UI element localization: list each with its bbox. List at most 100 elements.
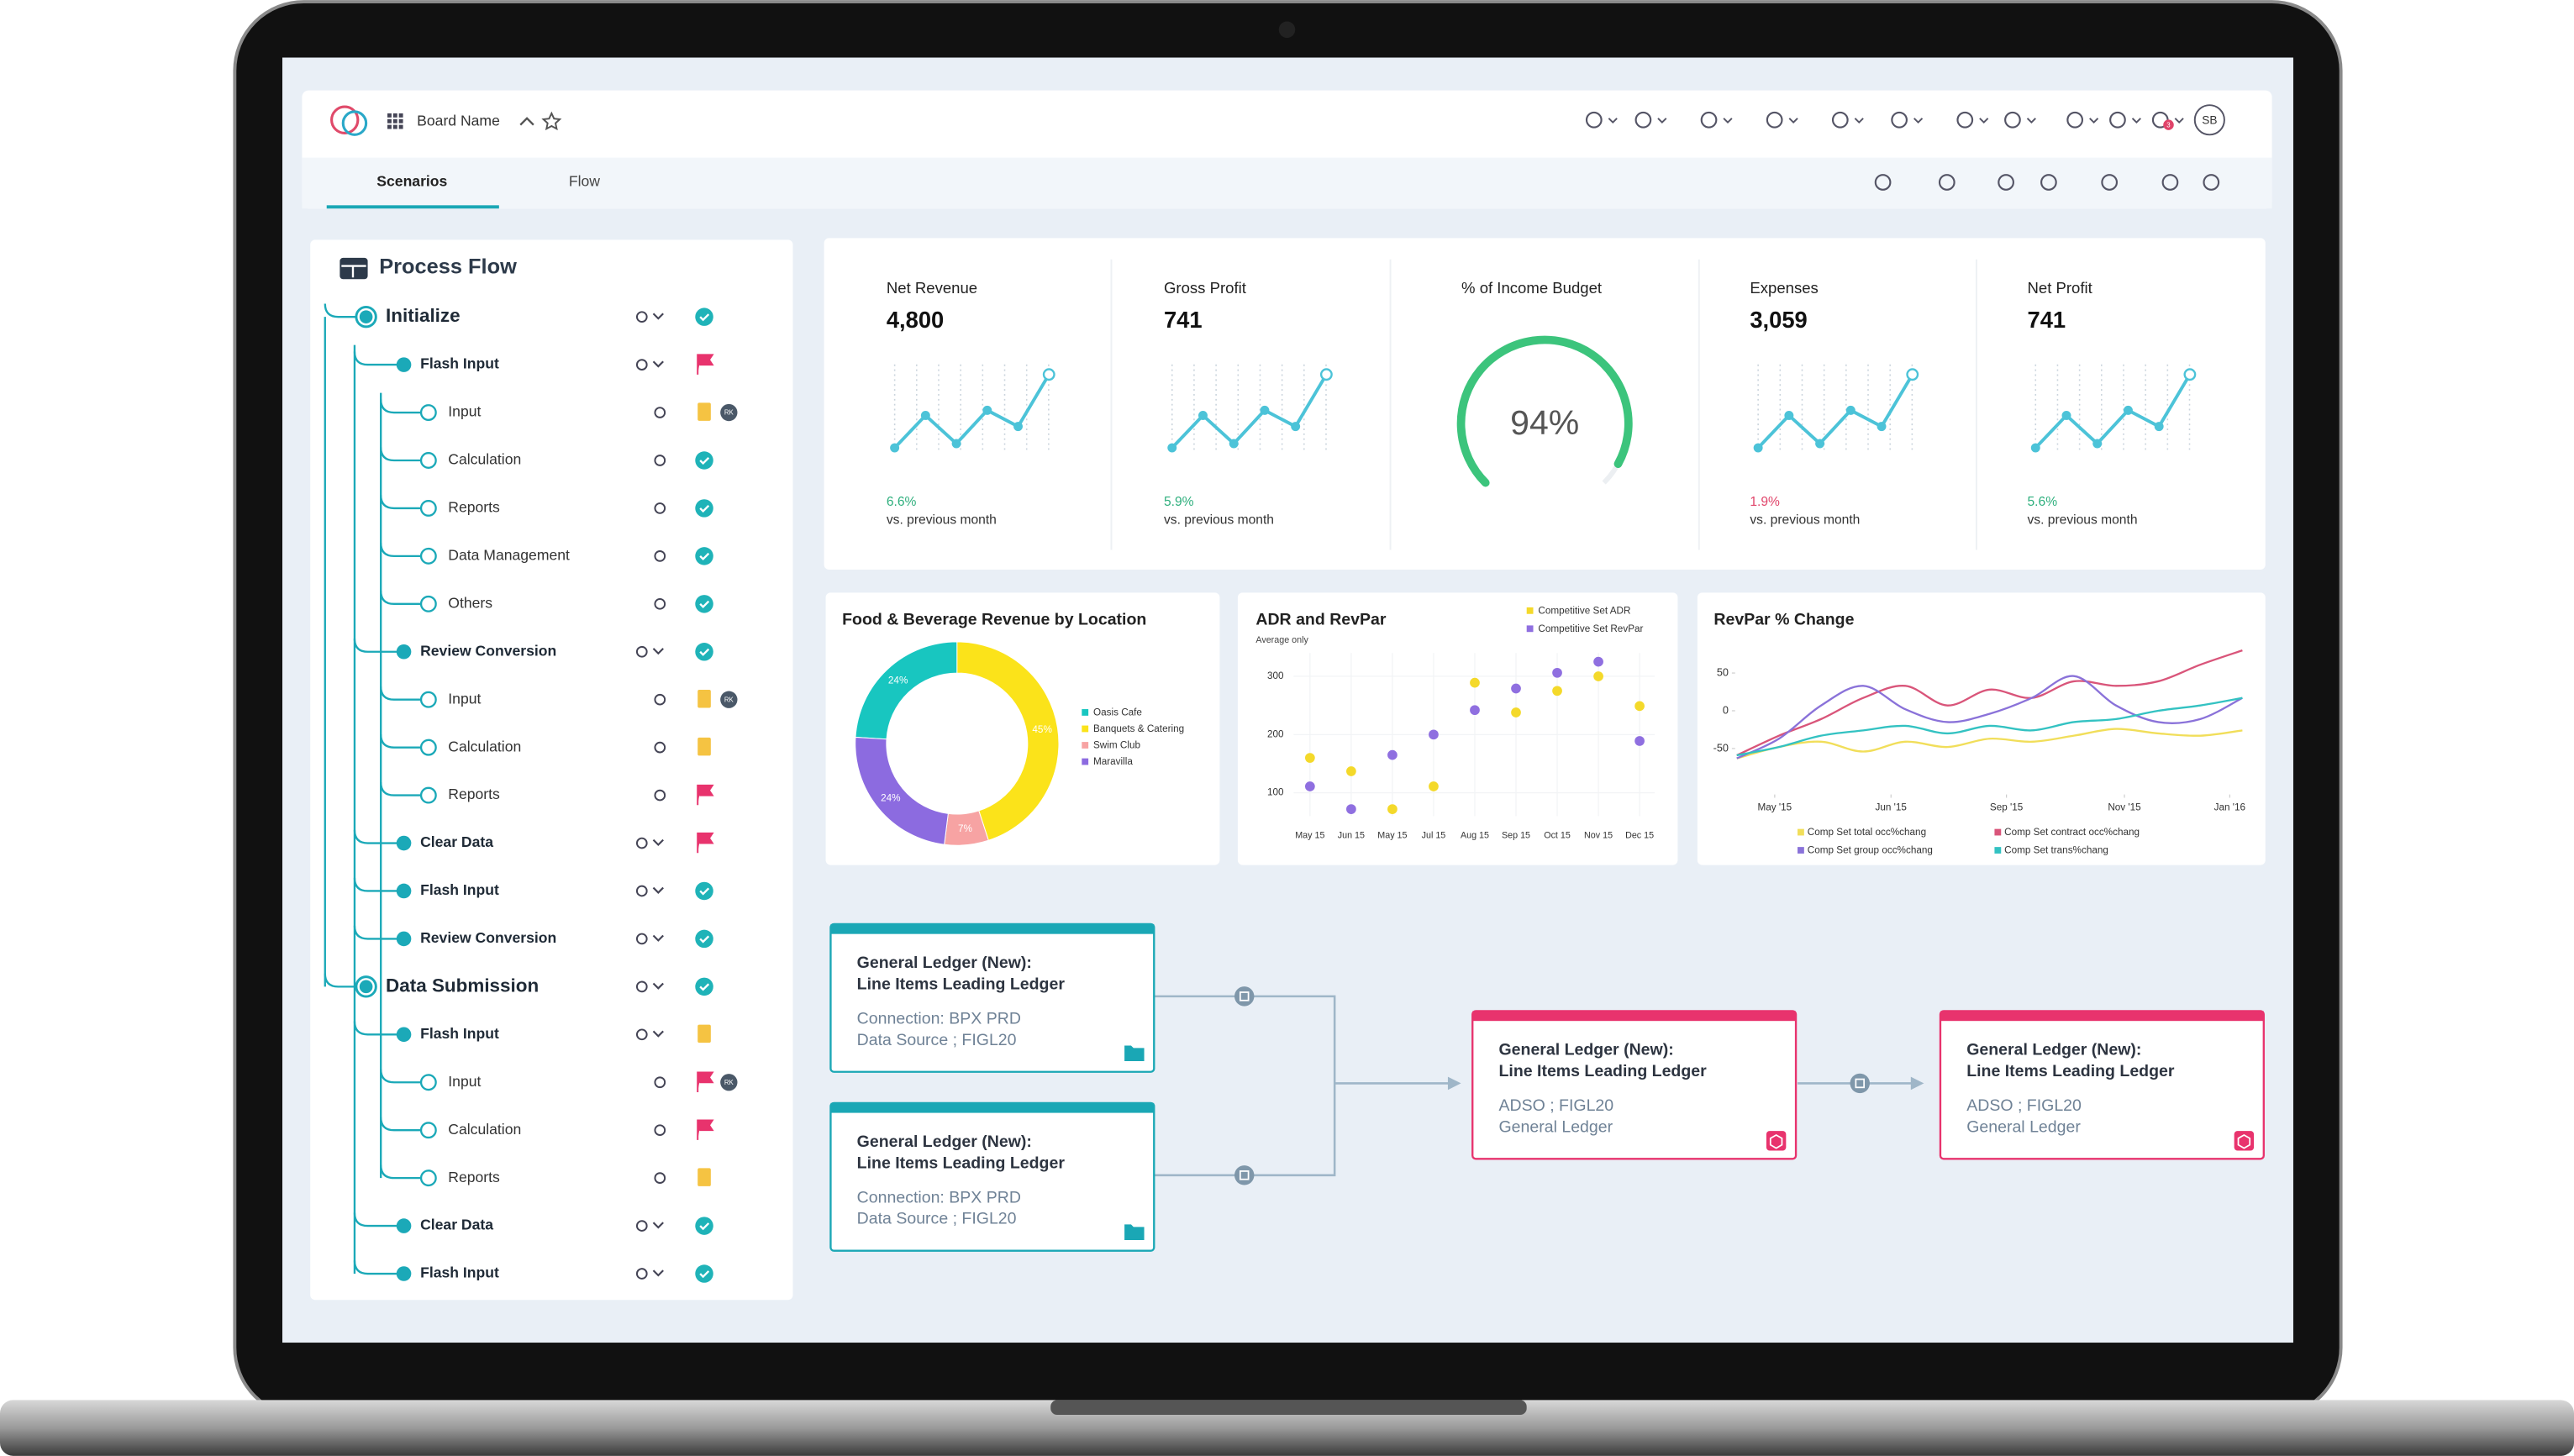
node-action[interactable] bbox=[654, 741, 666, 754]
flow-card[interactable] bbox=[1471, 1010, 1798, 1160]
node-expand[interactable] bbox=[652, 838, 664, 847]
node-action[interactable] bbox=[635, 311, 648, 323]
node-action[interactable] bbox=[654, 1172, 666, 1184]
apps-icon[interactable] bbox=[387, 113, 392, 118]
node-action[interactable] bbox=[635, 1028, 648, 1041]
tab[interactable]: Flow bbox=[569, 173, 600, 190]
node-action[interactable] bbox=[635, 933, 648, 945]
apps-icon[interactable] bbox=[387, 118, 392, 124]
flow-step-icon[interactable] bbox=[1234, 986, 1255, 1007]
tab-underline bbox=[326, 205, 499, 209]
spark-point bbox=[1877, 422, 1887, 432]
node-action[interactable] bbox=[635, 1268, 648, 1280]
node-label[interactable]: Flash Input bbox=[420, 1264, 499, 1281]
apps-icon[interactable] bbox=[392, 118, 397, 124]
flow-step-icon[interactable] bbox=[1234, 1165, 1255, 1185]
node-label[interactable]: Others bbox=[448, 594, 492, 611]
node-expand[interactable] bbox=[652, 1269, 664, 1277]
toolbar-icon[interactable] bbox=[1831, 111, 1849, 129]
node-action[interactable] bbox=[654, 1124, 666, 1137]
node-expand[interactable] bbox=[652, 648, 664, 655]
node-action[interactable] bbox=[654, 407, 666, 418]
flow-card[interactable] bbox=[1939, 1010, 2265, 1160]
avatar[interactable] bbox=[2193, 104, 2225, 136]
node-icon bbox=[419, 1122, 437, 1139]
node-label[interactable]: Calculation bbox=[448, 1121, 521, 1138]
collapse-icon[interactable] bbox=[519, 117, 534, 126]
legend-label: Comp Set contract occ%chang bbox=[2004, 827, 2140, 838]
flow-step-icon[interactable] bbox=[1850, 1073, 1870, 1094]
node-action[interactable] bbox=[635, 645, 648, 658]
node-expand[interactable] bbox=[652, 886, 664, 894]
node-label[interactable]: Review Conversion bbox=[420, 642, 556, 659]
node-action[interactable] bbox=[635, 359, 648, 371]
node-label[interactable]: Reports bbox=[448, 499, 500, 516]
node-action[interactable] bbox=[635, 837, 648, 849]
apps-icon[interactable] bbox=[398, 118, 403, 124]
node-label[interactable]: Flash Input bbox=[420, 355, 499, 372]
node-action[interactable] bbox=[654, 693, 666, 706]
node-label[interactable]: Review Conversion bbox=[420, 929, 556, 946]
star-icon[interactable] bbox=[541, 111, 562, 131]
status-check-mark bbox=[699, 313, 710, 322]
apps-icon[interactable] bbox=[387, 124, 392, 129]
node-expand[interactable] bbox=[652, 360, 664, 368]
apps-icon[interactable] bbox=[392, 124, 397, 129]
node-label[interactable]: Flash Input bbox=[420, 881, 499, 898]
node-label[interactable]: Initialize bbox=[386, 305, 461, 326]
node-expand[interactable] bbox=[652, 1030, 664, 1038]
toolbar-icon[interactable] bbox=[1585, 111, 1603, 129]
node-expand[interactable] bbox=[652, 1222, 664, 1229]
connector bbox=[324, 973, 366, 988]
node-label[interactable]: Clear Data bbox=[420, 833, 493, 850]
node-label[interactable]: Flash Input bbox=[420, 1025, 499, 1042]
node-action[interactable] bbox=[654, 455, 666, 466]
tab[interactable]: Scenarios bbox=[376, 173, 447, 190]
node-action[interactable] bbox=[635, 1220, 648, 1232]
node-label[interactable]: Input bbox=[448, 690, 481, 707]
toolbar-icon[interactable] bbox=[1956, 111, 1974, 129]
tab-toolbar-icon[interactable] bbox=[2040, 174, 2057, 191]
node-action[interactable] bbox=[635, 885, 648, 897]
node-label[interactable]: Calculation bbox=[448, 451, 521, 468]
tab-toolbar-icon[interactable] bbox=[1938, 174, 1956, 191]
node-expand[interactable] bbox=[652, 934, 664, 942]
node-action[interactable] bbox=[654, 502, 666, 514]
node-expand[interactable] bbox=[652, 313, 664, 320]
x-tick-label: May 15 bbox=[1377, 830, 1407, 840]
tab-toolbar-icon[interactable] bbox=[1874, 174, 1892, 191]
node-label[interactable]: Input bbox=[448, 1073, 481, 1090]
apps-icon[interactable] bbox=[398, 113, 403, 118]
tab-toolbar-icon[interactable] bbox=[2161, 174, 2179, 191]
node-action[interactable] bbox=[654, 550, 666, 562]
apps-icon[interactable] bbox=[398, 124, 403, 129]
toolbar-icon[interactable] bbox=[1634, 111, 1652, 129]
flow-card[interactable] bbox=[829, 922, 1155, 1073]
node-dot bbox=[396, 931, 412, 947]
node-action[interactable] bbox=[654, 597, 666, 610]
toolbar-icon[interactable] bbox=[2004, 111, 2021, 129]
spark-point bbox=[1753, 443, 1763, 453]
node-label[interactable]: Input bbox=[448, 403, 481, 420]
toolbar-icon[interactable] bbox=[1891, 111, 1908, 129]
node-action[interactable] bbox=[654, 1076, 666, 1089]
toolbar-icon[interactable] bbox=[1766, 111, 1783, 129]
node-label[interactable]: Reports bbox=[448, 786, 500, 802]
tab-toolbar-icon[interactable] bbox=[2101, 174, 2119, 191]
node-label[interactable]: Calculation bbox=[448, 738, 521, 754]
toolbar-icon[interactable] bbox=[1700, 111, 1718, 129]
toolbar-icon[interactable] bbox=[2109, 111, 2126, 129]
node-expand[interactable] bbox=[652, 982, 664, 990]
apps-icon[interactable] bbox=[392, 113, 397, 118]
node-label[interactable]: Data Management bbox=[448, 547, 570, 564]
flow-card[interactable] bbox=[829, 1101, 1155, 1252]
node-action[interactable] bbox=[654, 789, 666, 802]
node-label[interactable]: Data Submission bbox=[386, 975, 539, 996]
node-action[interactable] bbox=[635, 980, 648, 993]
kpi-value: 741 bbox=[1164, 307, 1203, 333]
node-label[interactable]: Clear Data bbox=[420, 1217, 493, 1233]
toolbar-icon[interactable] bbox=[2066, 111, 2084, 129]
node-label[interactable]: Reports bbox=[448, 1169, 500, 1185]
tab-toolbar-icon[interactable] bbox=[2203, 174, 2220, 191]
tab-toolbar-icon[interactable] bbox=[1998, 174, 2014, 191]
